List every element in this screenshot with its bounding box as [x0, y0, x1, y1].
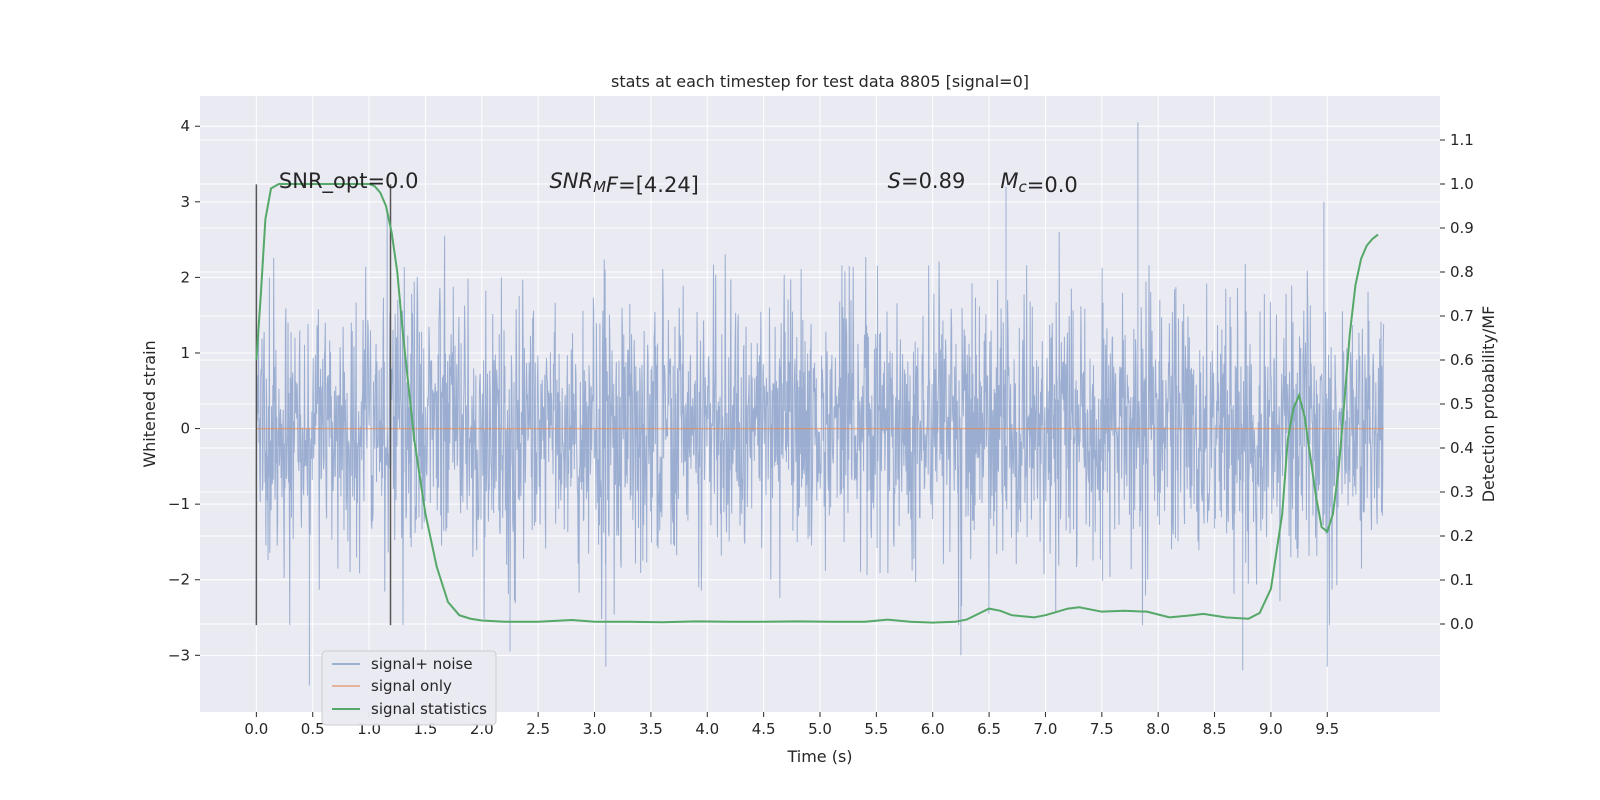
y-left-tick-label: 3 — [180, 193, 190, 211]
legend-box — [321, 650, 497, 726]
legend-label-signal-plus-noise: signal+ noise — [371, 655, 473, 673]
x-tick-label: 7.0 — [1034, 720, 1058, 738]
series-signal-plus-noise — [255, 122, 1385, 686]
annotations: SNR_opt=0.0 SNRMF=[4.24] S=0.89 Mc=0.0 — [279, 169, 1078, 197]
y-left-axis-ticks: −3 −2 −1 0 1 2 3 4 — [168, 117, 200, 664]
legend: signal+ noise signal only signal statist… — [321, 650, 497, 726]
annotation-part: S — [888, 169, 901, 193]
annotation-part: SNR — [549, 169, 593, 193]
y-right-tick-label: 0.4 — [1450, 439, 1474, 457]
y-left-tick-label: 1 — [180, 344, 190, 362]
x-tick-label: 0.5 — [301, 720, 325, 738]
annotation-part: =0.89 — [901, 169, 965, 193]
x-tick-label: 5.0 — [808, 720, 832, 738]
signal-plus-noise-line — [255, 122, 1385, 686]
y-right-tick-label: 0.0 — [1450, 615, 1474, 633]
x-tick-label: 0.0 — [244, 720, 268, 738]
x-tick-label: 8.0 — [1146, 720, 1170, 738]
y-right-tick-label: 1.0 — [1450, 175, 1474, 193]
y-left-tick-label: 2 — [180, 268, 190, 286]
x-tick-label: 6.0 — [921, 720, 945, 738]
y-left-tick-label: 0 — [180, 420, 190, 438]
annotation-part: =[4.24] — [618, 173, 699, 197]
annotation-part: F — [606, 173, 619, 197]
x-tick-label: 3.0 — [583, 720, 607, 738]
y-right-gridlines — [200, 139, 1440, 625]
annotation-s-value: S=0.89 — [888, 169, 966, 193]
y-right-axis-ticks: 0.0 0.1 0.2 0.3 0.4 0.5 0.6 0.7 0.8 0.9 1.0 1.1 — [1440, 131, 1474, 633]
y-right-tick-label: 0.1 — [1450, 571, 1474, 589]
y-left-axis-label: Whitened strain — [140, 340, 159, 467]
y-left-tick-label: 4 — [180, 117, 190, 135]
x-tick-label: 4.5 — [752, 720, 776, 738]
x-tick-label: 5.5 — [864, 720, 888, 738]
x-tick-label: 4.0 — [695, 720, 719, 738]
y-left-tick-label: −3 — [168, 646, 190, 664]
y-right-tick-label: 0.9 — [1450, 219, 1474, 237]
y-right-axis-label: Detection probability/MF — [1479, 306, 1498, 503]
chart-title: stats at each timestep for test data 880… — [611, 72, 1029, 91]
annotation-mc-value: Mc=0.0 — [1000, 169, 1077, 197]
y-left-tick-label: −2 — [168, 571, 190, 589]
y-right-tick-label: 0.3 — [1450, 483, 1474, 501]
x-tick-label: 9.0 — [1259, 720, 1283, 738]
x-tick-label: 7.5 — [1090, 720, 1114, 738]
annotation-part: =0.0 — [1027, 173, 1078, 197]
y-right-tick-label: 0.7 — [1450, 307, 1474, 325]
annotation-snr-mf: SNRMF=[4.24] — [549, 169, 698, 197]
annotation-part: c — [1018, 178, 1027, 196]
x-tick-label: 9.5 — [1315, 720, 1339, 738]
y-right-tick-label: 0.2 — [1450, 527, 1474, 545]
y-left-tick-label: −1 — [168, 495, 190, 513]
x-axis-label: Time (s) — [786, 747, 852, 766]
annotation-snr-opt: SNR_opt=0.0 — [279, 169, 419, 194]
legend-label-signal-only: signal only — [371, 677, 452, 695]
y-right-tick-label: 0.8 — [1450, 263, 1474, 281]
signal-statistics-line — [255, 183, 1379, 624]
y-right-tick-label: 1.1 — [1450, 131, 1474, 149]
annotation-part: M — [593, 178, 606, 196]
vertical-markers — [255, 184, 392, 626]
x-tick-label: 6.5 — [977, 720, 1001, 738]
x-tick-label: 8.5 — [1203, 720, 1227, 738]
series-signal-statistics — [255, 183, 1379, 624]
x-axis-ticks: 0.0 0.5 1.0 1.5 2.0 2.5 3.0 3.5 4.0 4.5 5.0 5.5 6.0 6… — [244, 712, 1339, 738]
x-tick-label: 2.5 — [526, 720, 550, 738]
annotation-part: M — [1000, 169, 1018, 193]
y-right-tick-label: 0.5 — [1450, 395, 1474, 413]
x-tick-label: 3.5 — [639, 720, 663, 738]
legend-label-signal-statistics: signal statistics — [371, 700, 487, 718]
y-right-tick-label: 0.6 — [1450, 351, 1474, 369]
